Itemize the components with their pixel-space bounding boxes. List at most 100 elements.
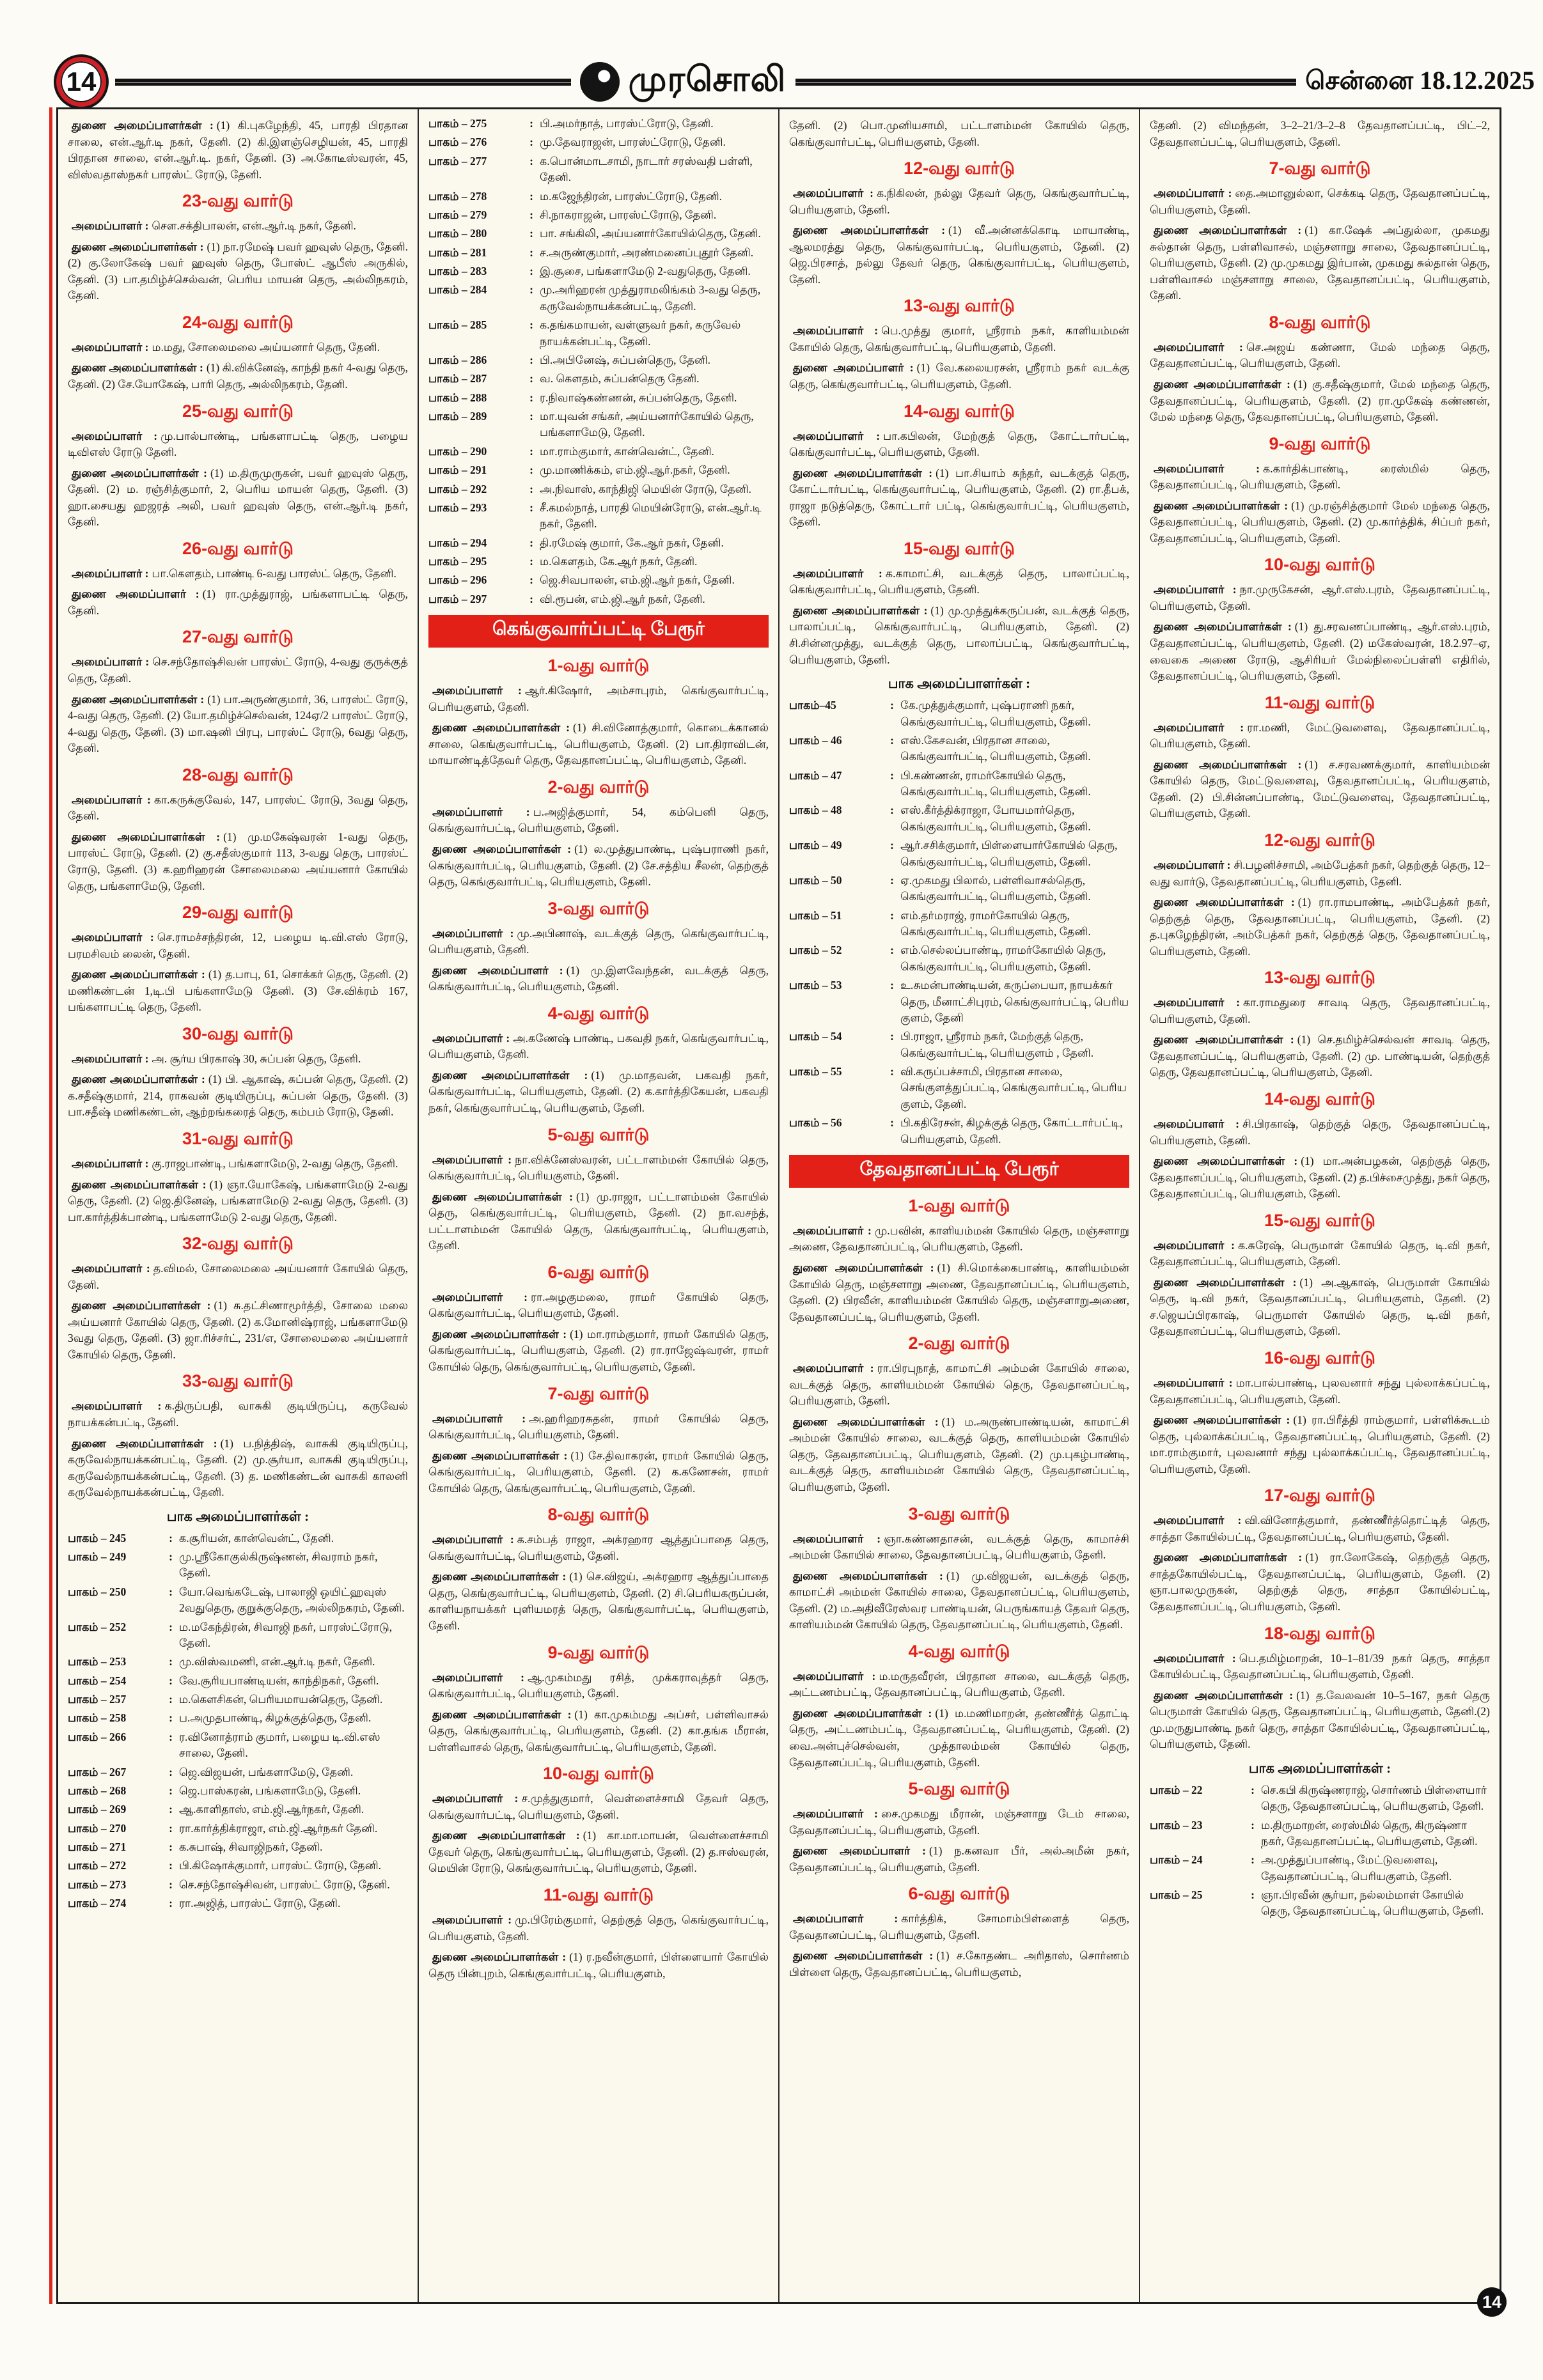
part-colon: : [529, 410, 533, 423]
part-colon: : [169, 1655, 173, 1668]
part-colon: : [529, 283, 533, 297]
part-number: பாகம் – 257 [68, 1693, 127, 1706]
part-item: பாகம் – 250: யோ.வெங்கடேஷ், பாலாஜி ஒயிட்ஹவ… [68, 1584, 408, 1617]
part-item: பாகம் – 54: பி.ராஜா, ஸ்ரீராம் நகர், மேற்க… [789, 1029, 1129, 1061]
paragraph-label: துணை அமைப்பாளர்கள் : [1154, 758, 1302, 771]
part-text: வி.ரூபன், எம்.ஜி.ஆர் நகர், தேனி. [540, 592, 705, 605]
paragraph-label: துணை அமைப்பாளர்கள் : [432, 1068, 588, 1082]
paragraph-text: த.விமல், சோலைமலை அய்யனார் கோயில் தெரு, த… [68, 1262, 408, 1291]
paragraph-label: அமைப்பாளர் : [1154, 1376, 1233, 1389]
page-number-badge: 14 [56, 57, 106, 107]
part-number: பாகம் – 271 [68, 1840, 127, 1854]
paragraph-text: (1) ரா.பிரீத்தி ராம்குமார், பள்ளிக்கூடம்… [1150, 1413, 1491, 1475]
ward-heading: 3-வது வார்டு [908, 1504, 1010, 1523]
office-bearer-paragraph: அமைப்பாளர் : ஆர்.கிஷோர், அம்சாபுரம், கெங்… [428, 683, 769, 715]
paragraph-text: (1) கி.புகழேந்தி, 45, பாரதி பிரதான சாலை,… [68, 119, 408, 181]
office-bearer-paragraph: அமைப்பாளர் : ப.அஜித்குமார், 54, கம்பெனி த… [428, 804, 769, 837]
part-text: பி.அமர்நாத், பாரஸ்ட்ரோடு, தேனி. [540, 117, 714, 130]
part-text: ர.வினோத்ராம் குமார், பழைய டி.வி.எஸ் சாலை… [179, 1730, 380, 1760]
ward-heading: 9-வது வார்டு [1269, 433, 1371, 453]
paragraph-text: மா.பால்பாண்டி, புலவனார் சந்து புல்லாக்கப… [1150, 1376, 1490, 1406]
paragraph-label: துணை அமைப்பாளர்கள் : [793, 466, 933, 479]
office-bearer-paragraph: துணை அமைப்பாளர்கள் : (1) ர.நவீன்குமார், ப… [428, 1949, 769, 1982]
ward-heading: 26-வது வார்டு [182, 538, 294, 558]
paragraph-text: (1) ல.முத்துபாண்டி, புஷ்பராணி நகர், கெங்… [428, 842, 769, 889]
part-colon: : [169, 1550, 173, 1564]
office-bearer-paragraph: துணை அமைப்பாளர்கள் : (1) கி.புகழேந்தி, 45… [68, 118, 408, 183]
part-number: பாகம் – 291 [428, 463, 487, 477]
office-bearer-paragraph: துணை அமைப்பாளர்கள் : (1) ரா.பிரீத்தி ராம்… [1150, 1412, 1490, 1477]
part-colon: : [529, 501, 533, 514]
office-bearer-paragraph: துணை அமைப்பாளர்கள் : (1) கா.ஷேக் அப்துல்ல… [1150, 222, 1490, 304]
part-item: பாகம் – 268: ஜெ.பாஸ்கரன், பங்களாமேடு, தேன… [68, 1783, 408, 1799]
part-number: பாகம் – 277 [428, 154, 487, 167]
paragraph-text: (1) பா.சியாம் சுந்தர், வடக்குத் தெரு, கோ… [789, 466, 1129, 529]
paragraph-text: ம.மருதவீரன், பிரதான சாலை, வடக்குத் தெரு,… [789, 1669, 1129, 1699]
office-bearer-paragraph: அமைப்பாளர் : ரா.பிரபுநாத், காமாட்சி அம்மன… [789, 1360, 1129, 1410]
paragraph-label: துணை அமைப்பாளர்கள் : [432, 1190, 573, 1203]
paragraph-label: துணை அமைப்பாளர்கள் : [432, 1570, 567, 1583]
part-text: ம.கௌசிகன், பெரியமாயன்தெரு, தேனி. [179, 1693, 383, 1706]
paragraph-text: பா.கபிலன், மேற்குத் தெரு, கோட்டார்பட்டி,… [789, 429, 1130, 459]
office-bearer-paragraph: அமைப்பாளர் : ரா.அழகுமலை, ராமர் கோயில் தெர… [428, 1289, 769, 1322]
part-colon: : [529, 353, 533, 366]
office-bearer-paragraph: அமைப்பாளர் : சி.பிரகாஷ், தெற்குத் தெரு, த… [1150, 1116, 1490, 1149]
paragraph-label: துணை அமைப்பாளர்கள் : [72, 361, 203, 375]
part-colon: : [890, 944, 894, 957]
murasoli-logo-icon [579, 62, 620, 102]
office-bearer-paragraph: அமைப்பாளர் : கா.கருக்குவேல், 147, பாரஸ்ட்… [68, 792, 408, 825]
paragraph-label: அமைப்பாளர் : [432, 684, 522, 697]
office-bearer-paragraph: துணை அமைப்பாளர் : (1) மு.இளவேந்தன், வடக்க… [428, 963, 769, 995]
part-colon: : [890, 839, 894, 852]
section-heading: பாக அமைப்பாளர்கள் : [166, 1508, 309, 1524]
part-colon: : [169, 1531, 173, 1544]
part-text: ஜெ.பாஸ்கரன், பங்களாமேடு, தேனி. [179, 1784, 361, 1797]
part-item: பாகம் – 285: க.தங்கமாயன், வள்ளுவர் நகர், … [428, 317, 769, 350]
paragraph-label: துணை அமைப்பாளர்கள் : [1154, 1155, 1298, 1168]
office-bearer-paragraph: அமைப்பாளர் : மு.அபினாஷ், வடக்குத் தெரு, க… [428, 926, 769, 958]
paragraph-text: தை.அமானுல்லா, செக்கடி தெரு, தேவதானப்பட்ட… [1150, 187, 1491, 216]
column-3: தேனி. (2) பொ.முனியசாமி, பட்டாளம்மன் கோயி… [778, 109, 1139, 2302]
paragraph-label: அமைப்பாளர் : [1154, 996, 1240, 1009]
part-colon: : [529, 318, 533, 332]
part-number: பாகம் – 286 [428, 353, 487, 366]
paragraph-text: ச.முத்துகுமார், வெள்ளைச்சாமி தேவர் தெரு,… [428, 1792, 769, 1821]
paragraph-label: துணை அமைப்பாளர்கள் : [793, 1949, 934, 1963]
part-item: பாகம் – 291: மு.மாணிக்கம், எம்.ஜி.ஆர்.நகர… [428, 462, 769, 478]
office-bearer-paragraph: துணை அமைப்பாளர்கள் : (1) ரா.லோகேஷ், தெற்க… [1150, 1550, 1490, 1615]
part-colon: : [529, 372, 533, 385]
office-bearer-paragraph: அமைப்பாளர் : ஞா.கண்ணதாசன், வடக்குத் தெரு,… [789, 1531, 1129, 1564]
paragraph-text: ஞா.கண்ணதாசன், வடக்குத் தெரு, காமாச்சி அம… [789, 1532, 1129, 1562]
office-bearer-paragraph: அமைப்பாளர் : க.கார்திக்பாண்டி, ரைஸ்மில் த… [1150, 461, 1490, 494]
paragraph-text: (1) ஞா.யோகேஷ், பங்களாமேடு 2-வது தெரு, தே… [68, 1178, 408, 1224]
paragraph-label: துணை அமைப்பாளர்கள் : [72, 968, 205, 981]
paragraph-label: அமைப்பாளர் : [793, 1669, 876, 1683]
part-text: யோ.வெங்கடேஷ், பாலாஜி ஒயிட்ஹவுஸ் 2வதுதெரு… [179, 1585, 405, 1615]
part-item: பாகம் – 273: செ.சந்தோஷ்சிவன், பாரஸ்ட் ரோட… [68, 1877, 408, 1893]
part-number: பாகம் – 274 [68, 1897, 127, 1910]
continuation-paragraph: தேனி. (2) பொ.முனியசாமி, பட்டாளம்மன் கோயி… [789, 118, 1129, 150]
paragraph-label: துணை அமைப்பாளர்கள் : [1154, 1275, 1297, 1289]
office-bearer-paragraph: துணை அமைப்பாளர்கள் : (1) ப.நித்திஷ், வாசு… [68, 1436, 408, 1501]
part-text: சீ.கமல்நாத், பாரதி மெயின்ரோடு, என்.ஆர்.ட… [540, 501, 762, 531]
part-colon: : [529, 573, 533, 587]
column-1: துணை அமைப்பாளர்கள் : (1) கி.புகழேந்தி, 45… [58, 109, 418, 2302]
ward-heading: 15-வது வார்டு [1264, 1210, 1375, 1230]
part-text: ம.கௌதம், கே.ஆர் நகர், தேனி. [540, 555, 698, 568]
office-bearer-paragraph: அமைப்பாளர் : செ.சந்தோஷ்சிவன் பாரஸ்ட் ரோடு… [68, 654, 408, 687]
part-item: பாகம் – 292: அ.நிவாஸ், காந்திஜி மெயின் ரோ… [428, 481, 769, 497]
paragraph-label: அமைப்பாளர் : [1154, 720, 1244, 734]
section-heading: பாக அமைப்பாளர்கள் : [888, 676, 1031, 692]
office-bearer-paragraph: அமைப்பாளர் : கா.ராமதுரை சாவடி தெரு, தேவதா… [1150, 995, 1490, 1027]
paragraph-label: அமைப்பாளர் : [793, 324, 879, 338]
part-colon: : [529, 265, 533, 277]
part-item: பாகம் – 297: வி.ரூபன், எம்.ஜி.ஆர் நகர், த… [428, 591, 769, 607]
office-bearer-paragraph: துணை அமைப்பாளர் : (1) ந.கனவா பீர், அல்அமீ… [789, 1843, 1129, 1876]
part-number: பாகம் – 276 [428, 136, 487, 149]
town-banner: தேவதானப்பட்டி பேரூர் [789, 1155, 1129, 1188]
part-item: பாகம் – 278: ம.கஜேந்திரன், பாரஸ்ட்ரோடு, த… [428, 189, 769, 205]
paragraph-label: அமைப்பாளர் : [432, 1792, 519, 1805]
paragraph-label: துணை அமைப்பாளர்கள் : [1154, 896, 1295, 909]
part-text: தி.ரமேஷ் குமார், கே.ஆர் நகர், தேனி. [540, 536, 724, 549]
part-colon: : [890, 804, 894, 817]
